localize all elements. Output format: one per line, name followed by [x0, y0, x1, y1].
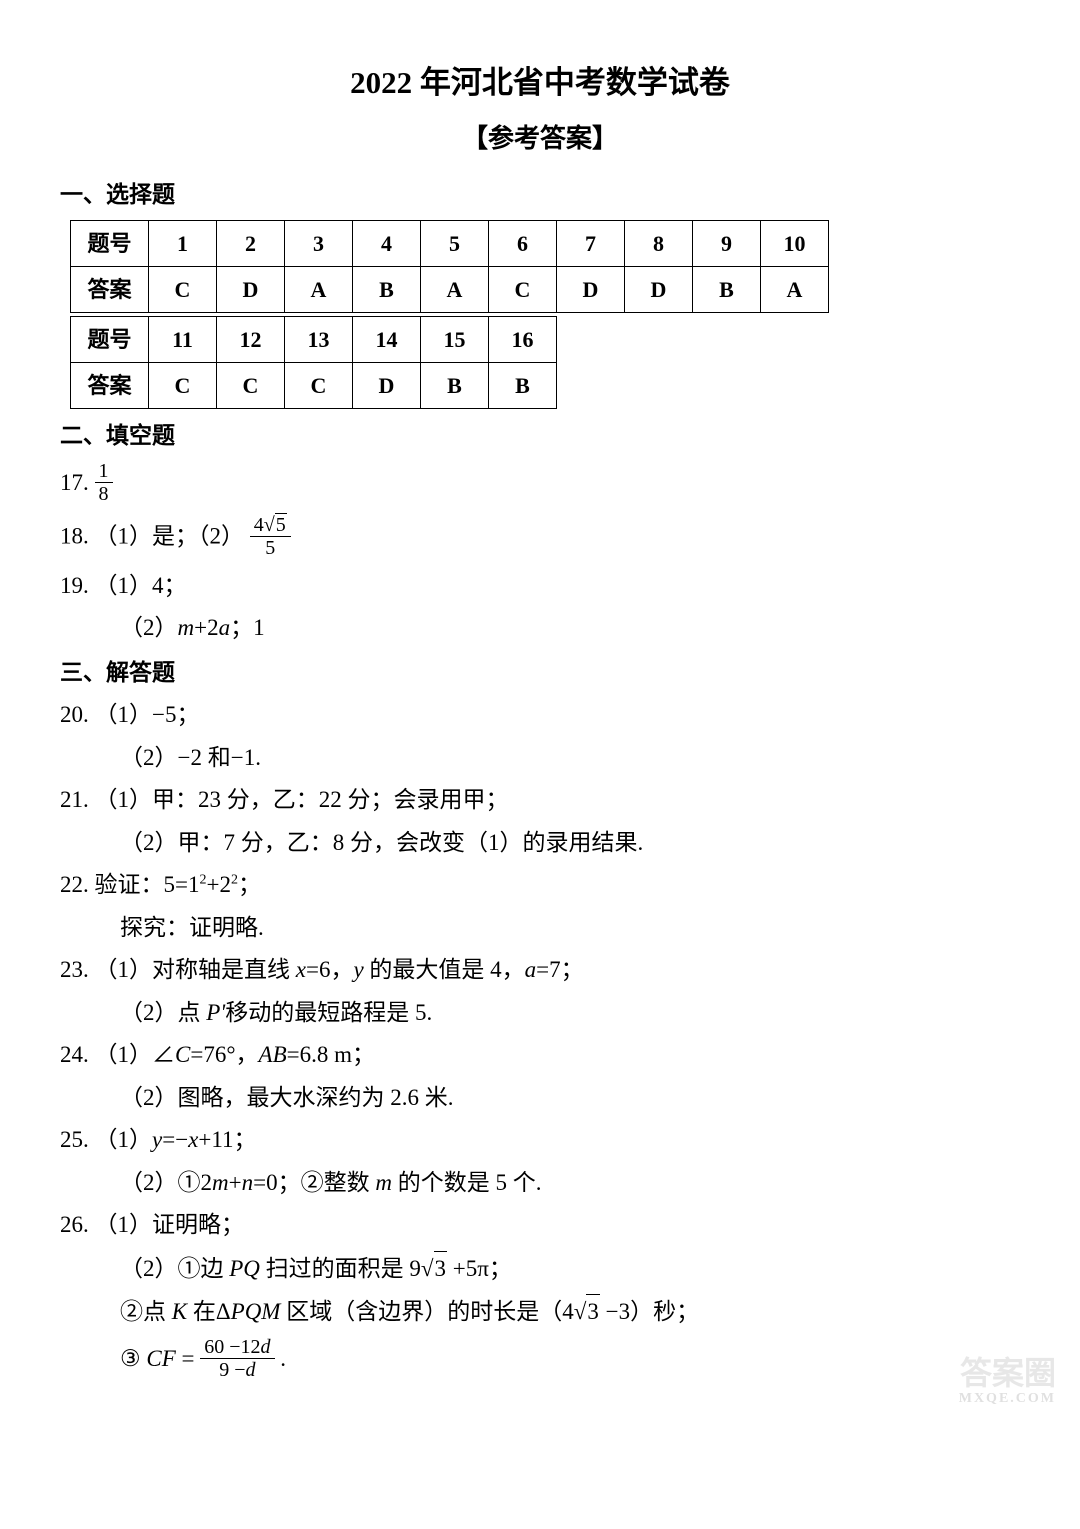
table-cell: 5 [421, 221, 489, 267]
q22: 22. 验证：5=12+22； [60, 868, 1020, 903]
q22-part2: 探究：证明略. [60, 911, 1020, 946]
q17-num: 17. [60, 469, 95, 494]
table-cell: 14 [353, 317, 421, 363]
table-cell: D [557, 267, 625, 313]
table-cell: A [285, 267, 353, 313]
table-cell: 10 [761, 221, 829, 267]
q19-part2: （2）m+2a；1 [60, 611, 1020, 646]
q21-num: 21. [60, 787, 95, 812]
q21: 21. （1）甲：23 分，乙：22 分；会录用甲； [60, 783, 1020, 818]
q20: 20. （1）−5； [60, 698, 1020, 733]
table-cell: 13 [285, 317, 353, 363]
table-cell: D [353, 363, 421, 409]
table-cell: B [421, 363, 489, 409]
table-label: 答案 [71, 363, 149, 409]
q24-part2: （2）图略，最大水深约为 2.6 米. [60, 1081, 1020, 1116]
table-cell: 8 [625, 221, 693, 267]
table-cell: A [761, 267, 829, 313]
q24: 24. （1）∠C=76°，AB=6.8 m； [60, 1038, 1020, 1073]
table-cell: C [149, 363, 217, 409]
q24-num: 24. [60, 1042, 95, 1067]
table-cell: D [217, 267, 285, 313]
q26-num: 26. [60, 1212, 95, 1237]
q21-part2: （2）甲：7 分，乙：8 分，会改变（1）的录用结果. [60, 826, 1020, 861]
table-cell: 2 [217, 221, 285, 267]
watermark: 答案圈 MXQE.COM [959, 1356, 1056, 1407]
section-3-header: 三、解答题 [60, 656, 1020, 691]
q23-part2: （2）点 P'移动的最短路程是 5. [60, 996, 1020, 1031]
fraction: 60 −12d 9 −d [200, 1336, 274, 1381]
section-2-header: 二、填空题 [60, 419, 1020, 454]
table-cell: 15 [421, 317, 489, 363]
q17: 17. 1 8 [60, 462, 1020, 507]
q19-num: 19. [60, 573, 95, 598]
table-cell: 7 [557, 221, 625, 267]
q25: 25. （1）y=−x+11； [60, 1123, 1020, 1158]
q25-num: 25. [60, 1127, 95, 1152]
table-label: 答案 [71, 267, 149, 313]
table-label: 题号 [71, 317, 149, 363]
table-cell: 1 [149, 221, 217, 267]
q20-num: 20. [60, 702, 95, 727]
table-label: 题号 [71, 221, 149, 267]
table-cell: C [149, 267, 217, 313]
q26-part4: ③ CF = 60 −12d 9 −d . [60, 1338, 1020, 1383]
table-cell: C [489, 267, 557, 313]
answer-table-1: 题号 1 2 3 4 5 6 7 8 9 10 答案 C D A B A C D… [70, 220, 829, 313]
table-cell: 3 [285, 221, 353, 267]
table-cell: 6 [489, 221, 557, 267]
q26-part3: ②点 K 在ΔPQM 区域（含边界）的时长是（43 −3）秒； [60, 1294, 1020, 1330]
table-cell: B [693, 267, 761, 313]
table-cell: 16 [489, 317, 557, 363]
table-cell: B [489, 363, 557, 409]
q25-part2: （2）①2m+n=0；②整数 m 的个数是 5 个. [60, 1166, 1020, 1201]
q18: 18. （1）是；（2） 45 5 [60, 515, 1020, 561]
fraction: 45 5 [250, 513, 291, 559]
table-cell: 11 [149, 317, 217, 363]
table-cell: 4 [353, 221, 421, 267]
table-cell: 9 [693, 221, 761, 267]
table-cell: 12 [217, 317, 285, 363]
q18-num: 18. [60, 523, 95, 548]
q26: 26. （1）证明略； [60, 1208, 1020, 1243]
table-cell: A [421, 267, 489, 313]
document-title: 2022 年河北省中考数学试卷 [60, 60, 1020, 107]
q20-part2: （2）−2 和−1. [60, 741, 1020, 776]
table-cell: D [625, 267, 693, 313]
q19: 19. （1）4； [60, 569, 1020, 604]
table-cell: C [217, 363, 285, 409]
q22-num: 22. [60, 872, 95, 897]
table-cell: C [285, 363, 353, 409]
q23: 23. （1）对称轴是直线 x=6，y 的最大值是 4，a=7； [60, 953, 1020, 988]
document-subtitle: 【参考答案】 [60, 119, 1020, 158]
fraction: 1 8 [95, 460, 113, 505]
table-cell: B [353, 267, 421, 313]
answer-table-2: 题号 11 12 13 14 15 16 答案 C C C D B B [70, 316, 557, 409]
q26-part2: （2）①边 PQ 扫过的面积是 93 +5π； [60, 1251, 1020, 1287]
section-1-header: 一、选择题 [60, 178, 1020, 213]
q23-num: 23. [60, 957, 95, 982]
